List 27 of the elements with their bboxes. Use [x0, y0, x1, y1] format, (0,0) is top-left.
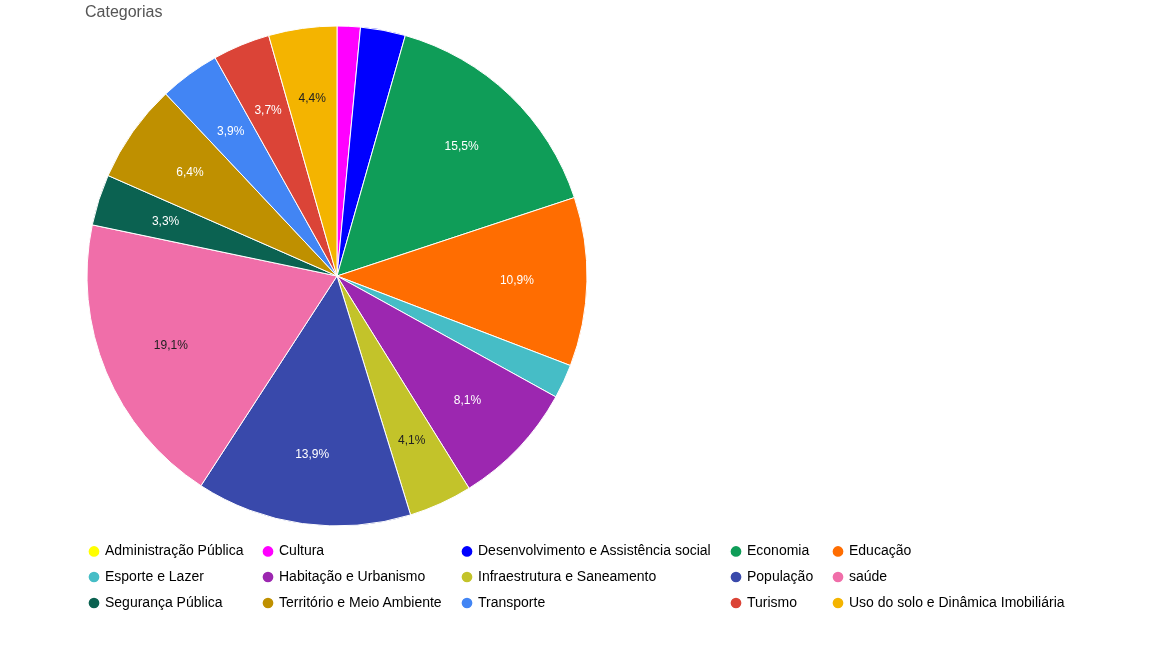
data-label: 3,7%	[254, 102, 283, 117]
data-label: 3,9%	[216, 123, 245, 138]
data-label: 6,4%	[176, 165, 204, 180]
data-label: 4,4%	[298, 90, 327, 105]
legend-label: Infraestrutura e Saneamento	[478, 568, 657, 584]
legend-label: Educação	[849, 542, 912, 559]
legend-label: Administração Pública	[105, 542, 244, 559]
legend-label: Território e Meio Ambiente	[279, 594, 442, 610]
legend-label: População	[747, 568, 814, 584]
legend-label: Habitação e Urbanismo	[279, 568, 426, 584]
legend-label: Cultura	[279, 542, 325, 559]
chart-title: Categorias	[85, 3, 163, 20]
data-label: 3,3%	[151, 214, 180, 229]
legend-label: saúde	[849, 568, 888, 584]
legend-label: Turismo	[747, 594, 798, 610]
data-label: 15,5%	[444, 139, 479, 154]
data-label: 8,1%	[453, 392, 482, 407]
data-label: 13,9%	[295, 447, 330, 462]
data-label: 4,1%	[397, 432, 426, 447]
legend-label: Transporte	[478, 594, 546, 610]
legend-label: Uso do solo e Dinâmica Imobiliária	[849, 594, 1065, 610]
data-label: 19,1%	[153, 338, 189, 353]
data-label: 10,9%	[499, 273, 535, 288]
legend-label: Esporte e Lazer	[105, 568, 205, 584]
legend-label: Desenvolvimento e Assistência social	[478, 542, 711, 559]
legend-label: Segurança Pública	[105, 594, 223, 610]
legend-label: Economia	[747, 542, 810, 559]
